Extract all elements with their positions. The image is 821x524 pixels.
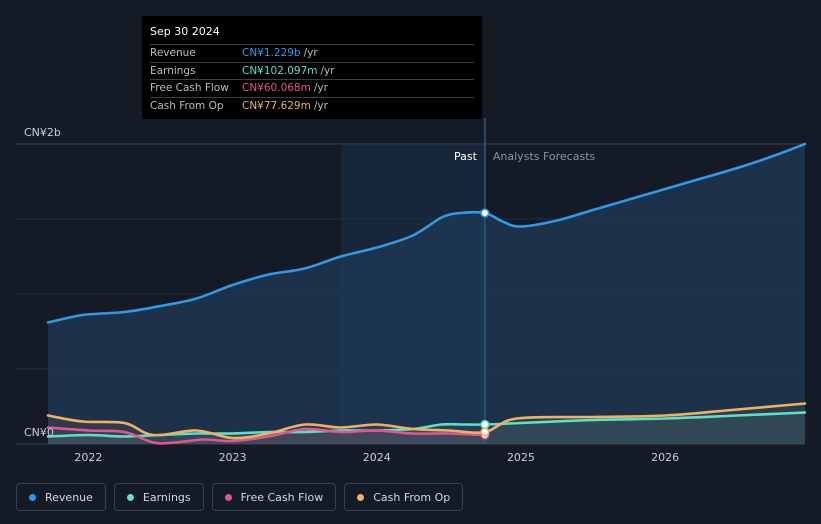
- legend-dot-icon: [357, 493, 365, 501]
- tooltip-label: Free Cash Flow: [150, 82, 229, 94]
- marker-revenue: [480, 208, 490, 218]
- legend-item-revenue[interactable]: Revenue: [16, 483, 106, 511]
- x-tick-label-2025: 2025: [507, 451, 535, 464]
- x-axis-ticks: 2022 2023 2024 2025 2026: [74, 451, 679, 464]
- tooltip-label: Revenue: [150, 47, 196, 59]
- legend-item-cash-from-op[interactable]: Cash From Op: [344, 483, 464, 511]
- legend-label: Cash From Op: [373, 490, 451, 504]
- chart-legend: Revenue Earnings Free Cash Flow Cash Fro…: [16, 483, 464, 511]
- series-line-free-cash-flow: [46, 426, 487, 445]
- y-tick-label-top: CN¥2b: [24, 126, 61, 139]
- tooltip-row-free-cash-flow: Free Cash Flow CN¥60.068m /yr: [150, 79, 474, 97]
- tooltip-label: Cash From Op: [150, 99, 224, 112]
- legend-dot-icon: [29, 493, 36, 501]
- tooltip-value: CN¥60.068m: [242, 82, 311, 94]
- series-line-revenue: [46, 142, 807, 324]
- series-lines: [46, 142, 807, 445]
- tooltip-value: CN¥1.229b: [242, 47, 301, 59]
- legend-item-free-cash-flow[interactable]: Free Cash Flow: [211, 483, 337, 511]
- hover-markers: [480, 208, 490, 440]
- tooltip-label: Earnings: [150, 64, 196, 77]
- tooltip-row-cash-from-op: Cash From Op CN¥77.629m /yr: [150, 96, 474, 115]
- past-label: Past: [454, 150, 478, 163]
- legend-label: Earnings: [142, 490, 191, 504]
- marker-cash-from-op: [480, 427, 490, 437]
- series-line-cash-from-op: [46, 402, 807, 440]
- series-line-cash-from-op-fill: [48, 403, 805, 444]
- legend-label: Free Cash Flow: [240, 490, 324, 504]
- revenue-area-fill: [48, 144, 805, 444]
- tooltip-date: Sep 30 2024: [150, 25, 220, 38]
- tooltip-row-revenue: Revenue CN¥1.229b /yr: [150, 44, 474, 62]
- tooltip-unit: /yr: [313, 82, 328, 94]
- marker-earnings: [480, 419, 490, 430]
- legend-dot-icon: [126, 493, 134, 501]
- tooltip-unit: /yr: [320, 64, 335, 77]
- tooltip-value: CN¥102.097m: [242, 64, 318, 77]
- tooltip-row-earnings: Earnings CN¥102.097m /yr: [150, 61, 474, 80]
- x-tick-label-2026: 2026: [651, 451, 679, 464]
- tooltip-unit: /yr: [303, 47, 318, 59]
- y-tick-label-bottom: CN¥0: [24, 426, 54, 439]
- forecast-label: Analysts Forecasts: [493, 150, 596, 163]
- tooltip-value: CN¥77.629m: [242, 99, 311, 112]
- x-tick-label-2023: 2023: [219, 451, 247, 464]
- legend-dot-icon: [224, 493, 232, 501]
- x-tick-label-2024: 2024: [363, 451, 391, 464]
- tooltip-unit: /yr: [313, 99, 328, 112]
- legend-label: Revenue: [45, 490, 93, 504]
- legend-item-earnings[interactable]: Earnings: [113, 483, 204, 511]
- hover-tooltip: Sep 30 2024 Revenue CN¥1.229b /yr Earnin…: [142, 16, 482, 119]
- x-tick-label-2022: 2022: [74, 451, 102, 464]
